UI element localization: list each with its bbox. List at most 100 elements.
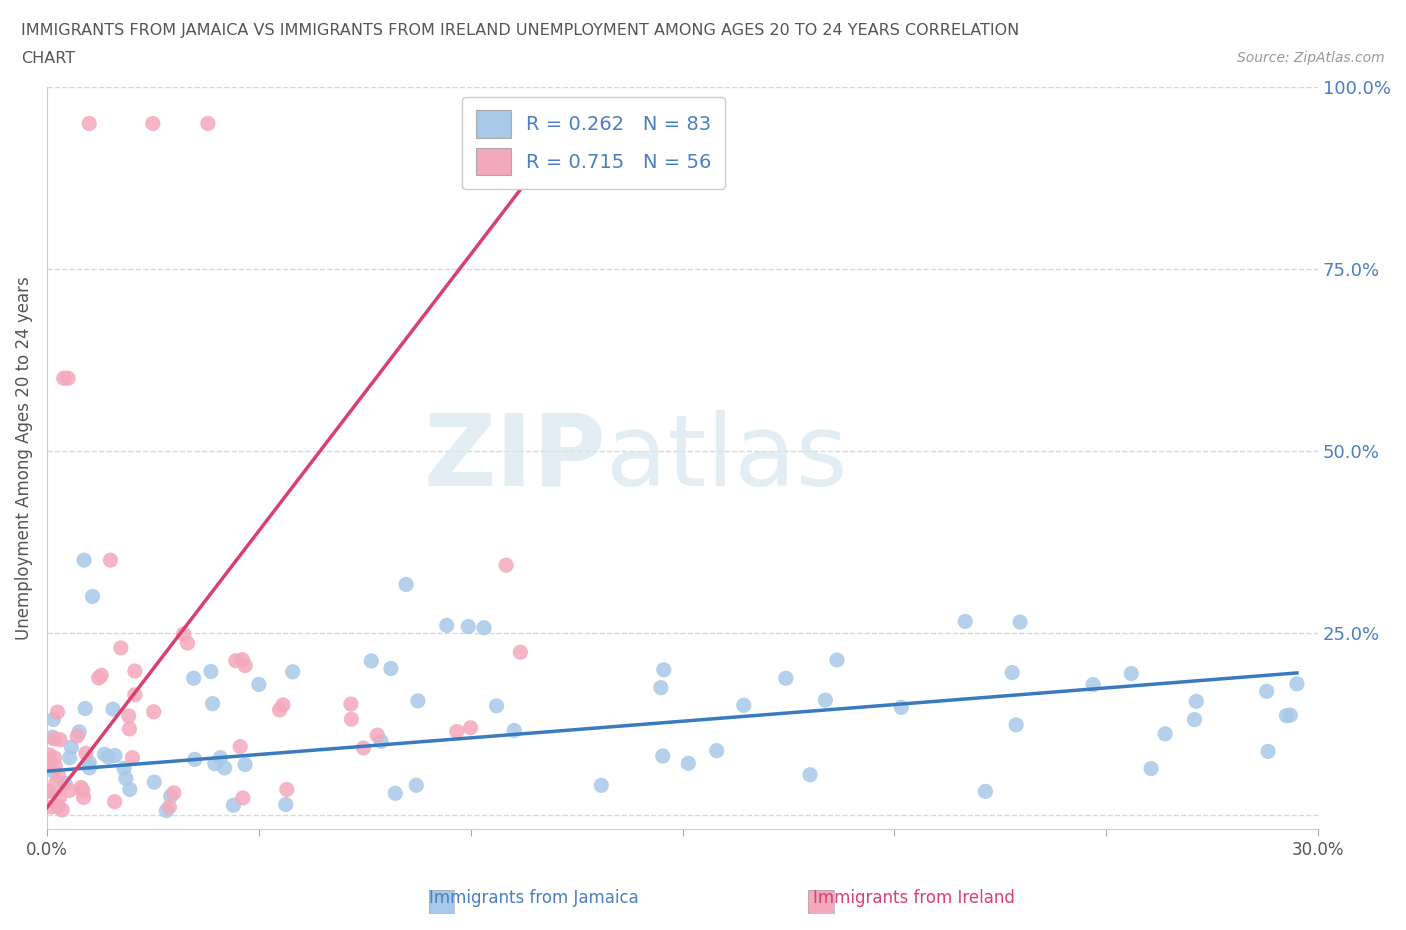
Point (503, 723, 526, 737)
Point (953, 614, 976, 629)
Text: Immigrants from Jamaica: Immigrants from Jamaica (429, 889, 640, 907)
Point (53, 776, 76, 790)
Point (1081, 677, 1104, 692)
Point (1285, 676, 1308, 691)
Point (1185, 694, 1208, 709)
Point (460, 721, 482, 736)
Point (44, 759, 66, 774)
Point (56, 371, 79, 386)
Point (87, 671, 110, 685)
Point (82, 589, 104, 604)
Point (183, 671, 205, 685)
Point (155, 804, 177, 818)
Point (1279, 708, 1302, 723)
Point (142, 704, 165, 719)
Point (41, 730, 63, 745)
Point (38, 784, 60, 799)
Point (49, 732, 72, 747)
Point (173, 627, 195, 642)
Point (1184, 712, 1206, 727)
Point (814, 693, 837, 708)
Point (79, 761, 101, 776)
Point (247, 677, 270, 692)
Point (124, 687, 146, 702)
Point (110, 641, 132, 656)
Point (163, 786, 186, 801)
Point (118, 709, 141, 724)
Point (49, 790, 72, 804)
Point (446, 724, 468, 738)
Point (1154, 726, 1177, 741)
Point (650, 680, 672, 695)
Point (406, 694, 429, 709)
Point (706, 743, 728, 758)
Point (44, 751, 66, 765)
Point (60, 739, 83, 754)
Point (384, 786, 406, 801)
Point (38, 748, 60, 763)
Point (214, 761, 236, 776)
Point (340, 697, 363, 711)
Point (495, 558, 517, 573)
Point (1275, 709, 1298, 724)
Point (42, 731, 65, 746)
Point (93, 747, 115, 762)
Point (66, 728, 89, 743)
Point (42, 712, 65, 727)
Point (225, 653, 247, 668)
Point (652, 662, 675, 677)
Point (124, 664, 146, 679)
Point (45, 776, 67, 790)
Point (104, 794, 127, 809)
Point (733, 698, 755, 712)
Point (77, 116, 100, 131)
Point (101, 701, 124, 716)
Point (370, 734, 392, 749)
Point (142, 116, 165, 131)
Point (222, 798, 245, 813)
Point (118, 782, 141, 797)
Point (472, 620, 495, 635)
Point (46, 705, 69, 720)
Point (276, 782, 298, 797)
Point (52, 371, 75, 386)
Point (42, 764, 65, 778)
Point (70, 780, 93, 795)
Point (509, 644, 531, 659)
Point (340, 711, 363, 726)
Point (204, 756, 226, 771)
Point (90, 668, 112, 683)
Point (176, 636, 198, 651)
Point (75, 746, 97, 761)
Y-axis label: Unemployment Among Ages 20 to 24 years: Unemployment Among Ages 20 to 24 years (15, 276, 32, 640)
Point (38, 757, 60, 772)
Point (197, 116, 219, 131)
Point (114, 771, 136, 786)
Point (231, 652, 253, 667)
Point (184, 752, 207, 767)
Text: IMMIGRANTS FROM JAMAICA VS IMMIGRANTS FROM IRELAND UNEMPLOYMENT AMONG AGES 20 TO: IMMIGRANTS FROM JAMAICA VS IMMIGRANTS FR… (21, 23, 1019, 38)
Point (591, 777, 613, 792)
Point (1121, 666, 1143, 681)
Text: Immigrants from Ireland: Immigrants from Ireland (813, 889, 1015, 907)
Point (651, 749, 673, 764)
Point (72, 783, 94, 798)
Point (48, 768, 70, 783)
Point (1010, 615, 1032, 630)
Point (269, 702, 291, 717)
Point (67, 724, 90, 739)
Text: atlas: atlas (606, 410, 848, 507)
Point (1005, 717, 1028, 732)
Point (436, 618, 458, 632)
Point (232, 790, 254, 805)
Point (73, 552, 96, 567)
Point (1257, 744, 1279, 759)
Point (825, 653, 848, 668)
Point (46, 799, 69, 814)
Point (201, 697, 224, 711)
Text: ZIP: ZIP (423, 410, 606, 507)
Point (157, 800, 180, 815)
Point (51, 803, 73, 817)
Point (974, 784, 997, 799)
Point (366, 727, 388, 742)
